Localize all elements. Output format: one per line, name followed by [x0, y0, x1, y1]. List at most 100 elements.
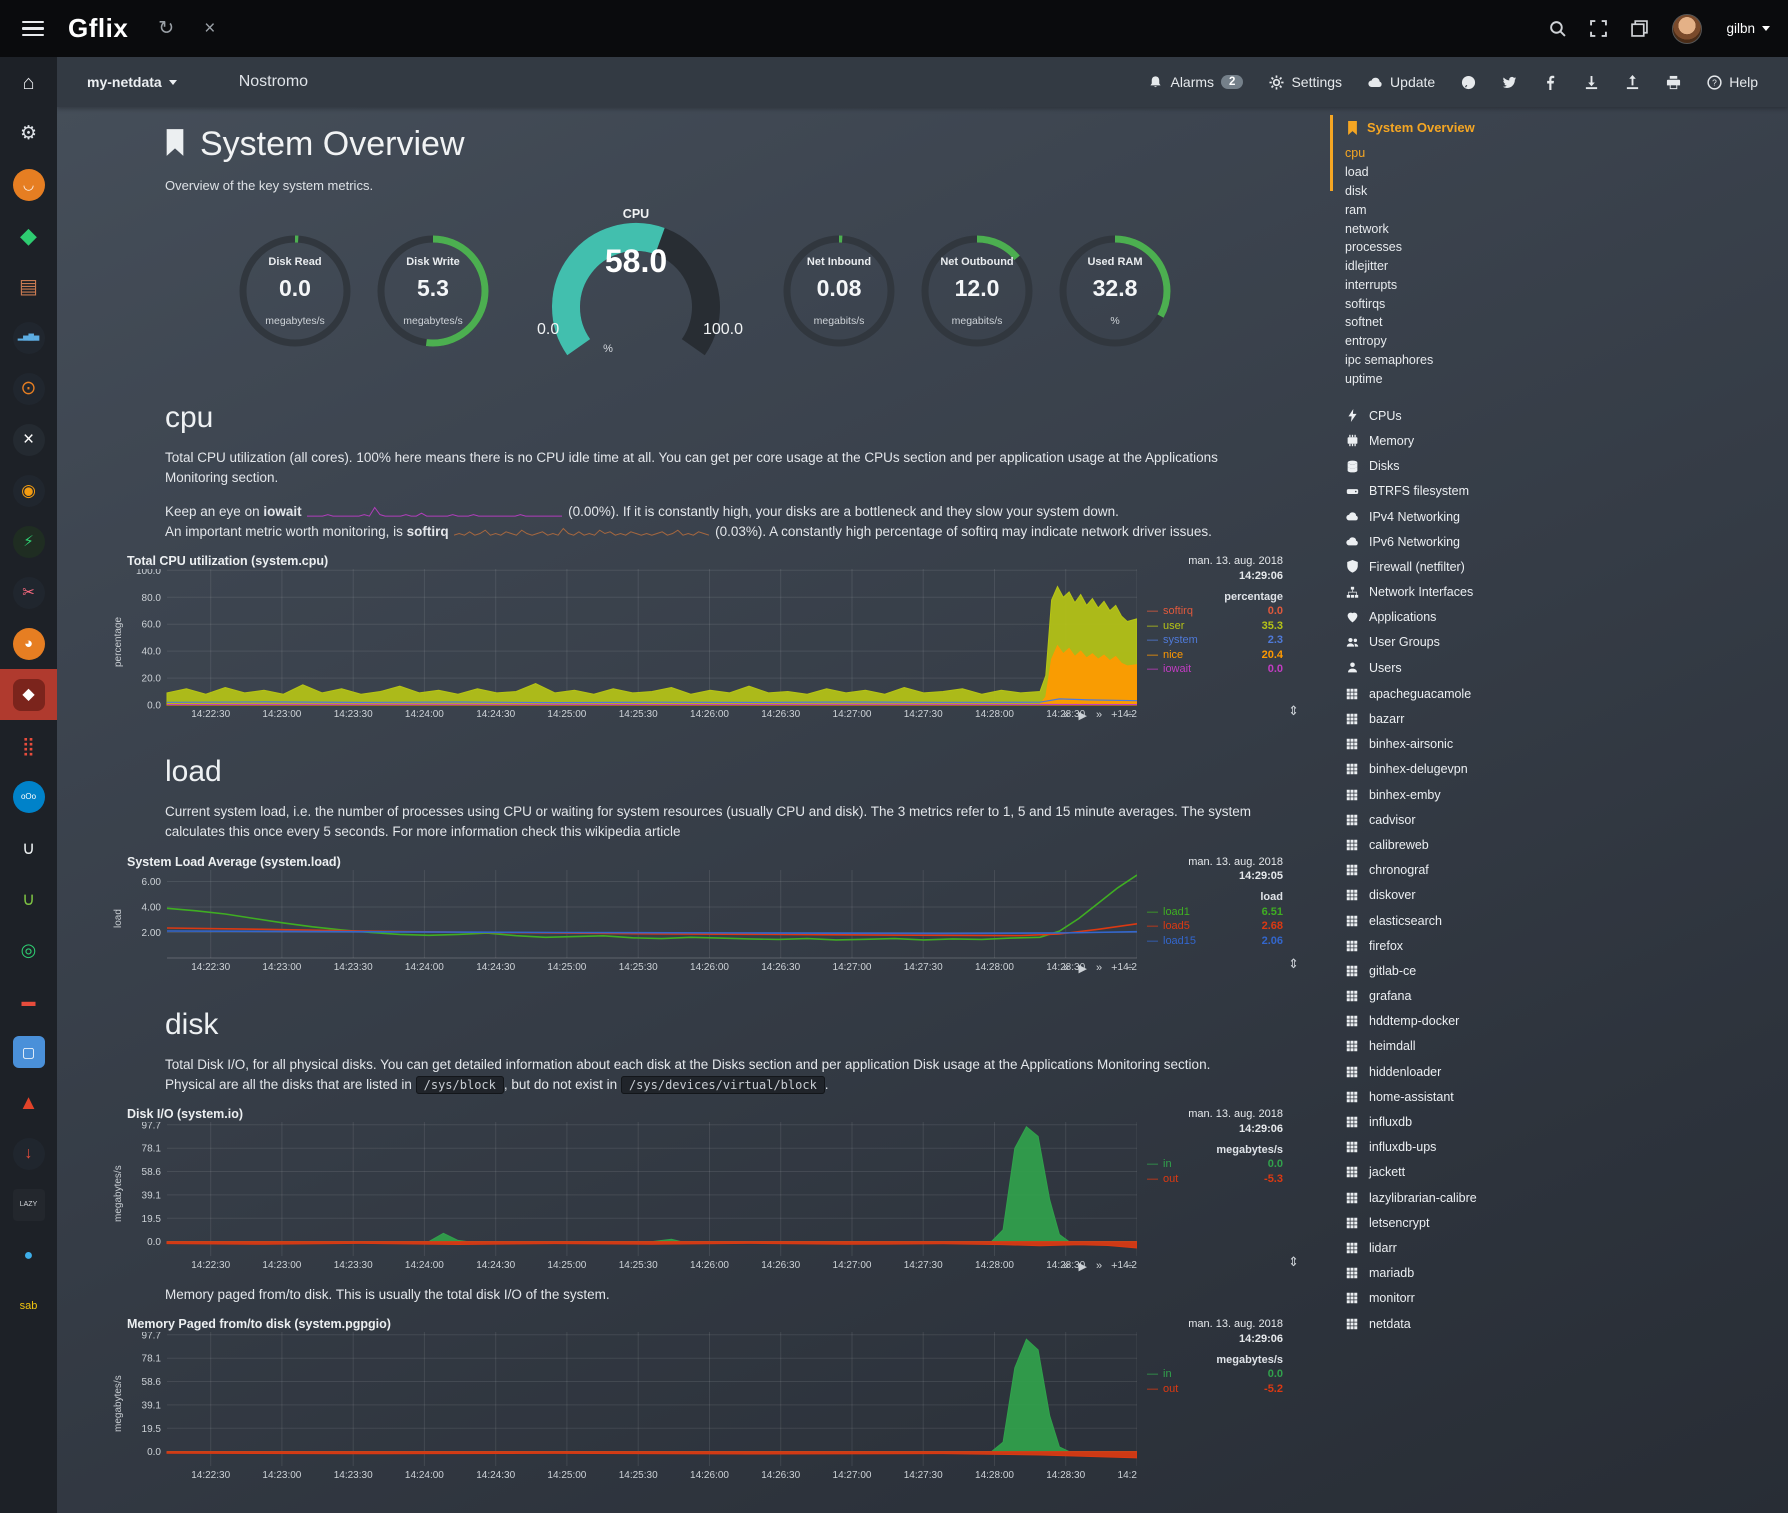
nav-section[interactable]: Firewall (netfilter) — [1345, 554, 1568, 579]
search-icon[interactable] — [1549, 20, 1566, 37]
sidebar-app-icon[interactable]: × — [0, 414, 57, 465]
nav-subitem[interactable]: softirqs — [1345, 294, 1568, 313]
legend-row[interactable]: nice 20.4 — [1147, 649, 1283, 661]
legend-row[interactable]: load15 2.06 — [1147, 935, 1283, 947]
nav-app-item[interactable]: chronograf — [1345, 858, 1568, 883]
chart-resize-handle[interactable]: ⇕ — [1288, 1254, 1299, 1270]
nav-app-item[interactable]: firefox — [1345, 933, 1568, 958]
nav-subitem[interactable]: entropy — [1345, 332, 1568, 351]
nav-subitem[interactable]: idlejitter — [1345, 257, 1568, 276]
server-dropdown[interactable]: my-netdata — [87, 74, 177, 90]
nav-section[interactable]: IPv6 Networking — [1345, 529, 1568, 554]
sidebar-app-icon[interactable]: ⣿ — [0, 720, 57, 771]
sidebar-app-icon[interactable]: ◆ — [0, 210, 57, 261]
gauge[interactable]: Net Outbound 12.0 megabits/s — [917, 231, 1037, 351]
user-menu[interactable]: gilbn — [1726, 21, 1770, 36]
nav-subitem[interactable]: uptime — [1345, 369, 1568, 388]
nav-subitem[interactable]: interrupts — [1345, 275, 1568, 294]
nav-app-item[interactable]: binhex-delugevpn — [1345, 757, 1568, 782]
app-brand[interactable]: Gflix — [68, 13, 128, 44]
nav-section[interactable]: IPv4 Networking — [1345, 504, 1568, 529]
facebook-icon[interactable] — [1543, 75, 1558, 90]
zoom-out-icon[interactable]: − — [1127, 1260, 1133, 1273]
sidebar-app-icon[interactable]: ⌂ — [0, 57, 57, 108]
nav-app-item[interactable]: hddtemp-docker — [1345, 1009, 1568, 1034]
legend-row[interactable]: iowait 0.0 — [1147, 663, 1283, 675]
nav-section[interactable]: Network Interfaces — [1345, 579, 1568, 604]
nav-app-item[interactable]: binhex-emby — [1345, 782, 1568, 807]
legend-row[interactable]: load1 6.51 — [1147, 906, 1283, 918]
sidebar-app-icon[interactable]: sab — [0, 1281, 57, 1332]
nav-section[interactable]: Memory — [1345, 428, 1568, 453]
sidebar-app-icon[interactable]: ⊙ — [0, 363, 57, 414]
nav-app-item[interactable]: mariadb — [1345, 1261, 1568, 1286]
legend-row[interactable]: system 2.3 — [1147, 634, 1283, 646]
sidebar-app-icon[interactable]: ◡ — [0, 159, 57, 210]
pan-forward-icon[interactable]: » — [1096, 709, 1102, 722]
nav-app-item[interactable]: monitorr — [1345, 1286, 1568, 1311]
pan-backward-icon[interactable]: « — [1063, 709, 1069, 722]
play-icon[interactable]: ▶ — [1079, 962, 1087, 975]
print-icon[interactable] — [1666, 75, 1681, 90]
nav-app-item[interactable]: lazylibrarian-calibre — [1345, 1185, 1568, 1210]
pan-backward-icon[interactable]: « — [1063, 962, 1069, 975]
play-icon[interactable]: ▶ — [1079, 1260, 1087, 1273]
update-button[interactable]: Update — [1368, 74, 1435, 90]
cpu-gauge[interactable]: CPU 58.0 0.0 100.0 % — [525, 215, 747, 367]
nav-app-item[interactable]: jackett — [1345, 1160, 1568, 1185]
zoom-in-icon[interactable]: + — [1111, 962, 1117, 975]
sidebar-app-icon[interactable]: ▲ — [0, 1077, 57, 1128]
alarms-button[interactable]: Alarms 2 — [1148, 74, 1243, 90]
nav-subitem[interactable]: processes — [1345, 238, 1568, 257]
pan-backward-icon[interactable]: « — [1063, 1260, 1069, 1273]
chart-plot[interactable]: 100.080.060.040.020.00.014:22:3014:23:00… — [127, 569, 1137, 721]
nav-app-item[interactable]: grafana — [1345, 983, 1568, 1008]
twitter-icon[interactable] — [1502, 75, 1517, 90]
sidebar-app-icon[interactable]: ◎ — [0, 924, 57, 975]
sidebar-app-icon[interactable]: ↓ — [0, 1128, 57, 1179]
chart-plot[interactable]: 6.004.002.0014:22:3014:23:0014:23:3014:2… — [127, 870, 1137, 974]
sidebar-app-icon[interactable]: ∪ — [0, 822, 57, 873]
sidebar-app-icon[interactable]: ✂ — [0, 567, 57, 618]
window-icon[interactable] — [1631, 20, 1648, 37]
avatar[interactable] — [1672, 14, 1702, 44]
close-icon[interactable]: × — [204, 19, 215, 38]
nav-app-item[interactable]: netdata — [1345, 1311, 1568, 1336]
legend-row[interactable]: in 0.0 — [1147, 1158, 1283, 1170]
nav-app-item[interactable]: apacheguacamole — [1345, 681, 1568, 706]
sidebar-app-icon[interactable]: oOo — [0, 771, 57, 822]
sidebar-app-icon[interactable]: LAZY — [0, 1179, 57, 1230]
zoom-in-icon[interactable]: + — [1111, 1260, 1117, 1273]
legend-row[interactable]: load5 2.68 — [1147, 920, 1283, 932]
nav-section[interactable]: Users — [1345, 655, 1568, 680]
sidebar-app-icon[interactable]: ▤ — [0, 261, 57, 312]
refresh-icon[interactable]: ↻ — [158, 19, 174, 38]
upload-icon[interactable] — [1625, 75, 1640, 90]
chart-resize-handle[interactable]: ⇕ — [1288, 703, 1299, 719]
chart-resize-handle[interactable]: ⇕ — [1288, 956, 1299, 972]
nav-section[interactable]: User Groups — [1345, 630, 1568, 655]
nav-app-item[interactable]: cadvisor — [1345, 807, 1568, 832]
nav-app-item[interactable]: gitlab-ce — [1345, 958, 1568, 983]
nav-section[interactable]: Applications — [1345, 605, 1568, 630]
sidebar-app-icon[interactable]: ▬ — [0, 975, 57, 1026]
nav-app-item[interactable]: diskover — [1345, 883, 1568, 908]
nav-app-item[interactable]: influxdb-ups — [1345, 1135, 1568, 1160]
nav-app-item[interactable]: letsencrypt — [1345, 1210, 1568, 1235]
sidebar-app-icon[interactable]: ● — [0, 1230, 57, 1281]
nav-app-item[interactable]: binhex-airsonic — [1345, 732, 1568, 757]
nav-app-item[interactable]: lidarr — [1345, 1235, 1568, 1260]
legend-row[interactable]: out -5.3 — [1147, 1173, 1283, 1185]
pan-forward-icon[interactable]: » — [1096, 962, 1102, 975]
zoom-in-icon[interactable]: + — [1111, 709, 1117, 722]
nav-subitem[interactable]: network — [1345, 219, 1568, 238]
nav-subitem[interactable]: ram — [1345, 200, 1568, 219]
nav-subitem[interactable]: disk — [1345, 182, 1568, 201]
nav-section[interactable]: Disks — [1345, 454, 1568, 479]
gauge[interactable]: Disk Write 5.3 megabytes/s — [373, 231, 493, 351]
nav-app-item[interactable]: influxdb — [1345, 1109, 1568, 1134]
play-icon[interactable]: ▶ — [1079, 709, 1087, 722]
nav-section[interactable]: CPUs — [1345, 403, 1568, 428]
gauge[interactable]: Used RAM 32.8 % — [1055, 231, 1175, 351]
nav-app-item[interactable]: hiddenloader — [1345, 1059, 1568, 1084]
